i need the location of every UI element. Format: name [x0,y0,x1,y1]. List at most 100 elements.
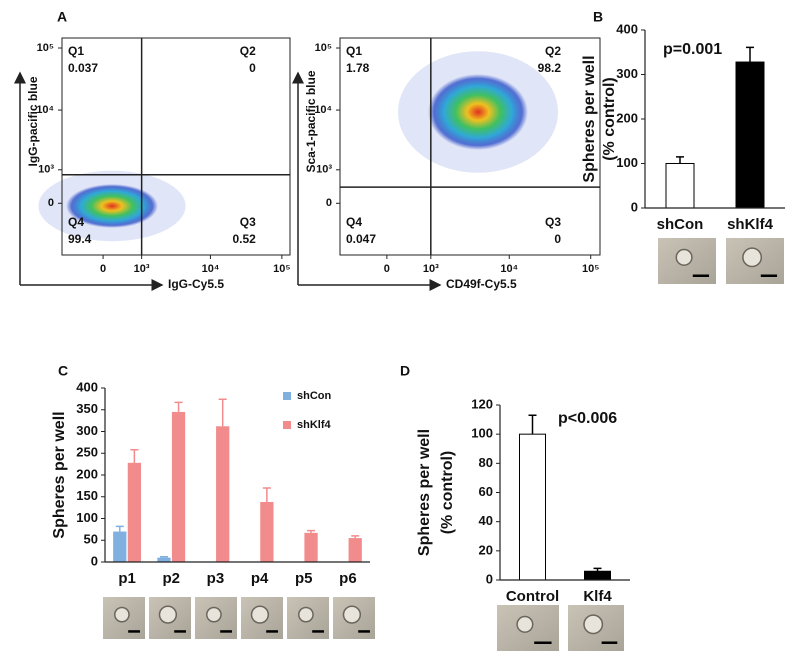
error-bar [218,398,227,427]
bar [584,570,611,581]
bar [260,501,274,562]
y-axis-label: Sca-1-pacific blue [304,70,318,172]
plot-frame [339,37,601,256]
y-tick-label: 200 [616,110,638,125]
annotation: p<0.006 [558,410,617,427]
legend-label: shKlf4 [297,419,332,431]
sphere [250,605,270,624]
x-tick-label: 0 [384,263,390,275]
error-bar [130,449,139,463]
quadrant-name: Q4 [68,215,84,229]
sphere [158,605,178,624]
y-tick-label: 20 [479,542,493,557]
error-bar [351,535,360,539]
quadrant-value: 0.037 [68,61,98,75]
bar [665,163,695,209]
x-tick-label: shKlf4 [727,216,774,233]
x-tick-label: 0 [100,263,106,275]
y-tick-label: 350 [76,401,98,416]
bar [171,411,186,562]
y-tick-label: 10⁴ [314,104,332,116]
legend-label: shCon [297,390,332,402]
y-tick-label: 60 [479,484,493,499]
sphere [298,606,314,623]
y-tick-label: 40 [479,513,493,528]
y-tick-label: 10³ [316,164,332,176]
error-bar [115,525,124,532]
sphere [206,606,222,623]
error-bar [159,556,168,558]
density-cloud [428,74,528,150]
sphere [675,248,693,266]
y-tick-label: 150 [76,488,98,503]
quadrant-value: 1.78 [346,61,370,75]
legend-swatch [283,421,291,429]
quadrant-value: 98.2 [538,61,562,75]
y-axis-label: Spheres per well [416,429,433,556]
y-tick-label: 100 [76,510,98,525]
panel-letter: D [400,363,410,379]
y-axis-label: Spheres per well [581,55,598,182]
x-tick-label: shCon [657,216,704,233]
error-bar [593,567,602,572]
y-tick-label: 0 [48,197,54,209]
y-tick-label: 0 [326,197,332,209]
panel-letter: A [57,9,67,25]
y-tick-label: 100 [616,155,638,170]
quadrant-value: 0 [554,232,561,246]
y-tick-label: 50 [84,532,98,547]
quadrant-name: Q2 [545,44,561,58]
bar [127,462,141,562]
quadrant-value: 0 [249,61,256,75]
bar [216,426,230,562]
plot-frame [61,37,291,256]
error-bar [676,156,684,164]
quadrant-value: 0.52 [232,232,256,246]
x-tick-label: 10⁴ [202,263,220,275]
y-tick-label: 0 [91,553,98,568]
sphere [583,614,604,635]
error-bar [307,529,316,533]
legend-swatch [283,392,291,400]
quadrant-name: Q3 [545,215,561,229]
y-axis-label: (% control) [601,77,618,161]
y-tick-label: 10³ [38,164,54,176]
bar [735,61,765,209]
x-axis-label: IgG-Cy5.5 [168,277,224,291]
density-cloud [66,184,158,228]
quadrant-name: Q2 [240,44,256,58]
sphere [342,605,362,624]
quadrant-value: 0.047 [346,232,376,246]
y-tick-label: 100 [471,426,493,441]
y-tick-label: 10⁵ [315,42,332,54]
x-tick-label: p6 [339,570,357,587]
y-tick-label: 120 [471,396,493,411]
sphere [114,606,130,623]
y-tick-label: 300 [76,423,98,438]
x-tick-label: Klf4 [583,588,612,605]
x-tick-label: 10³ [423,263,439,275]
x-tick-label: p4 [251,570,269,587]
x-tick-label: p3 [207,570,225,587]
y-tick-label: 200 [76,466,98,481]
y-tick-label: 0 [486,571,493,586]
x-tick-label: p5 [295,570,313,587]
error-bar [174,401,183,412]
bar [157,557,171,562]
y-tick-label: 10⁵ [37,42,54,54]
quadrant-name: Q1 [68,44,84,58]
annotation: p=0.001 [663,41,722,58]
x-tick-label: Control [506,588,559,605]
y-tick-label: 300 [616,66,638,81]
bar [113,531,127,562]
x-tick-label: p2 [162,570,180,587]
sphere [516,615,534,633]
y-tick-label: 250 [76,445,98,460]
error-bar [262,487,271,502]
sphere [742,247,763,268]
x-tick-label: 10⁴ [500,263,518,275]
quadrant-value: 99.4 [68,232,92,246]
quadrant-name: Q4 [346,215,362,229]
error-bar [746,46,754,63]
